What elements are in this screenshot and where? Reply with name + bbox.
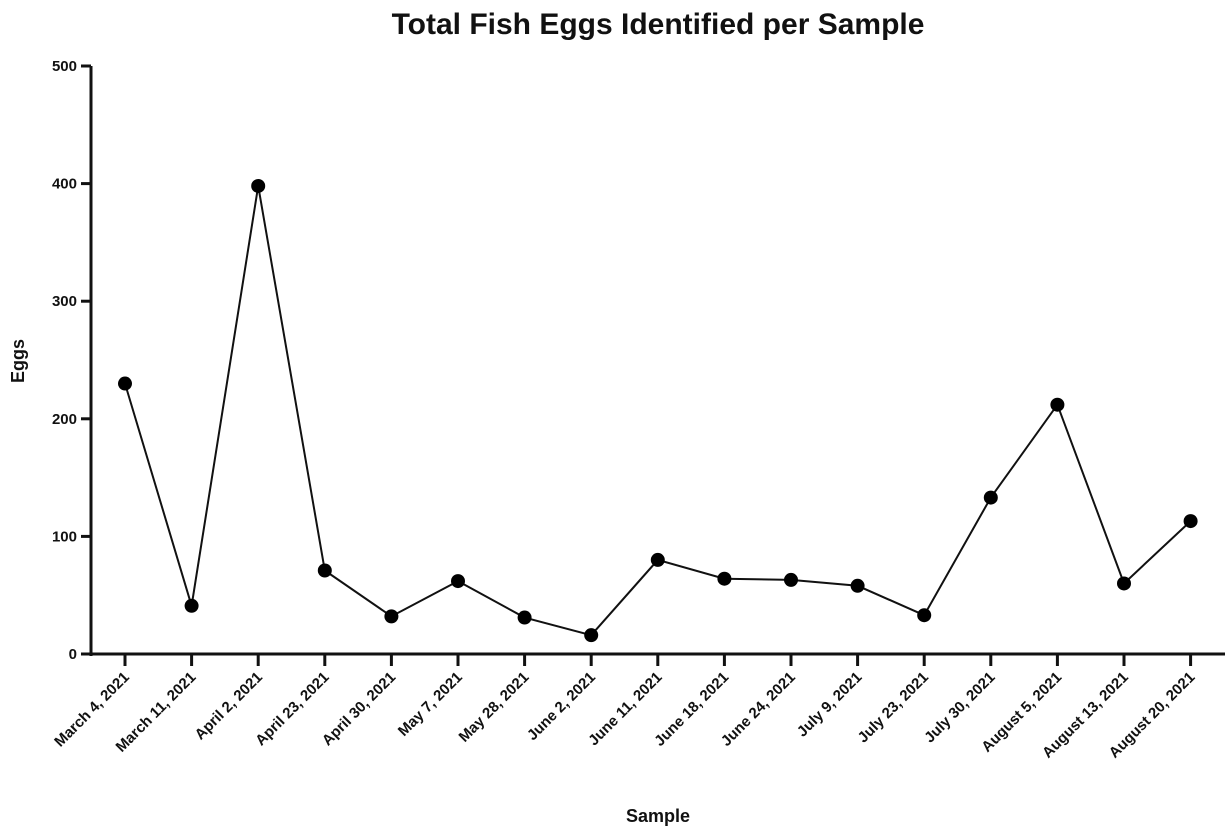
series-line xyxy=(124,185,1192,637)
x-tick-label: May 28, 2021 xyxy=(456,669,533,746)
data-point xyxy=(650,552,665,567)
y-tick-label: 100 xyxy=(52,528,77,545)
x-tick-label: June 2, 2021 xyxy=(524,669,599,744)
data-point xyxy=(917,608,932,623)
data-point xyxy=(384,609,399,624)
data-point xyxy=(784,572,798,587)
data-point xyxy=(118,376,132,391)
data-point xyxy=(317,563,332,578)
data-point xyxy=(1050,397,1065,412)
y-ticks: 0 100 200 300 400 500 xyxy=(52,58,91,663)
x-tick-label: May 7, 2021 xyxy=(395,669,466,740)
x-tick-label: April 2, 2021 xyxy=(192,669,267,744)
chart-title: Total Fish Eggs Identified per Sample xyxy=(392,8,925,41)
x-axis-label: Sample xyxy=(626,806,690,826)
y-tick-label: 200 xyxy=(52,411,77,428)
data-point xyxy=(983,490,998,505)
y-tick-label: 400 xyxy=(52,176,77,193)
y-axis-label: Eggs xyxy=(8,339,28,383)
series-group xyxy=(118,178,1198,643)
data-point xyxy=(184,598,199,613)
x-tick-label: July 9, 2021 xyxy=(794,669,866,741)
data-point xyxy=(584,628,599,643)
data-point xyxy=(717,571,732,586)
data-point xyxy=(1117,576,1131,591)
data-point xyxy=(850,578,865,593)
y-tick-label: 500 xyxy=(52,58,77,75)
y-tick-label: 300 xyxy=(52,293,77,310)
data-point xyxy=(451,574,465,589)
data-point xyxy=(1183,514,1198,529)
data-point xyxy=(517,610,532,625)
data-point xyxy=(251,178,266,193)
y-tick-label: 0 xyxy=(69,646,77,663)
